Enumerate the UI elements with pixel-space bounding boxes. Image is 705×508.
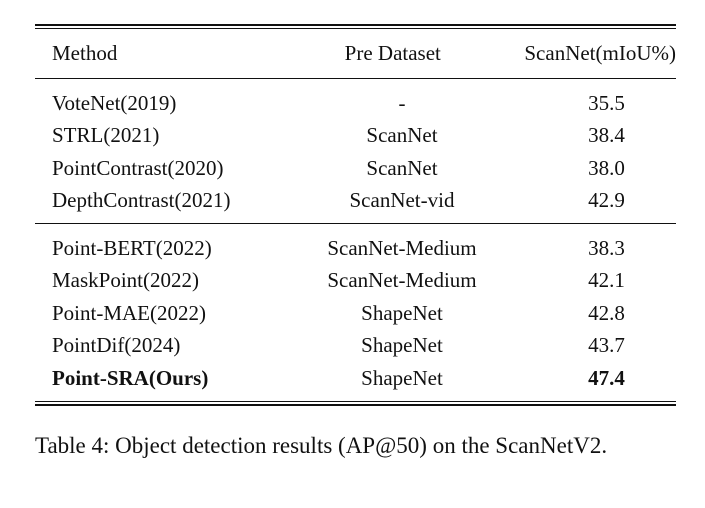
table-row: STRL(2021) ScanNet 38.4 (35, 120, 676, 153)
scannet-cell: 38.3 (588, 235, 625, 260)
method-cell: DepthContrast(2021) (52, 188, 231, 213)
top-rule-inner (35, 28, 676, 29)
pre-dataset-cell: ShapeNet (361, 300, 443, 325)
pre-dataset-cell: ScanNet-vid (349, 188, 455, 213)
pre-dataset-cell: ScanNet-Medium (327, 268, 477, 293)
method-cell: MaskPoint(2022) (52, 268, 199, 293)
pre-dataset-cell: ScanNet (366, 123, 438, 148)
method-cell: Point-MAE(2022) (52, 300, 206, 325)
results-table: Method Pre Dataset ScanNet(mIoU%) VoteNe… (35, 24, 676, 406)
scannet-cell: 42.8 (588, 300, 625, 325)
header-pre-dataset: Pre Dataset (344, 41, 441, 65)
header-method: Method (52, 41, 118, 65)
method-cell: PointContrast(2020) (52, 155, 224, 180)
header-rule (35, 78, 676, 79)
method-cell-ours: Point-SRA(Ours) (52, 365, 209, 390)
table-row: VoteNet(2019) - 35.5 (35, 87, 676, 120)
table-group-2: Point-BERT(2022) ScanNet-Medium 38.3 Mas… (35, 232, 676, 395)
top-rule (35, 24, 676, 26)
method-cell: PointDif(2024) (52, 333, 181, 358)
pre-dataset-cell: ScanNet-Medium (327, 235, 477, 260)
scannet-cell: 38.0 (588, 155, 625, 180)
method-cell: Point-BERT(2022) (52, 235, 212, 260)
pre-dataset-cell: ShapeNet (361, 365, 443, 390)
scannet-cell: 43.7 (588, 333, 625, 358)
table-row: DepthContrast(2021) ScanNet-vid 42.9 (35, 185, 676, 218)
method-cell: VoteNet(2019) (52, 90, 177, 115)
table-row: PointDif(2024) ShapeNet 43.7 (35, 330, 676, 363)
table-row-highlight: Point-SRA(Ours) ShapeNet 47.4 (35, 362, 676, 395)
table-row: PointContrast(2020) ScanNet 38.0 (35, 152, 676, 185)
method-cell: STRL(2021) (52, 123, 160, 148)
bottom-rule-inner (35, 400, 676, 402)
scannet-cell: 42.1 (588, 268, 625, 293)
table-row: MaskPoint(2022) ScanNet-Medium 42.1 (35, 265, 676, 298)
scannet-cell: 42.9 (588, 188, 625, 213)
table-header: Method Pre Dataset ScanNet(mIoU%) (35, 29, 676, 78)
table-group-1: VoteNet(2019) - 35.5 STRL(2021) ScanNet … (35, 87, 676, 217)
pre-dataset-cell: ShapeNet (361, 333, 443, 358)
pre-dataset-cell: ScanNet (366, 155, 438, 180)
header-scannet: ScanNet(mIoU%) (524, 41, 676, 65)
table-row: Point-MAE(2022) ShapeNet 42.8 (35, 297, 676, 330)
pre-dataset-cell: - (398, 90, 406, 115)
scannet-cell: 38.4 (588, 123, 625, 148)
table-row: Point-BERT(2022) ScanNet-Medium 38.3 (35, 232, 676, 265)
bottom-rule (35, 403, 676, 406)
scannet-cell: 35.5 (588, 90, 625, 115)
table-caption: Table 4: Object detection results (AP@50… (35, 433, 608, 458)
scannet-cell-best: 47.4 (588, 365, 625, 390)
group-separator-rule (35, 223, 676, 224)
